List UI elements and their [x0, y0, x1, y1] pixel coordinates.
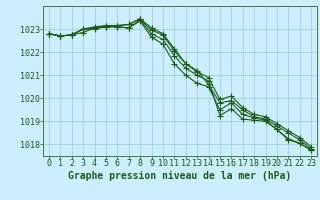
X-axis label: Graphe pression niveau de la mer (hPa): Graphe pression niveau de la mer (hPa) — [68, 171, 292, 181]
